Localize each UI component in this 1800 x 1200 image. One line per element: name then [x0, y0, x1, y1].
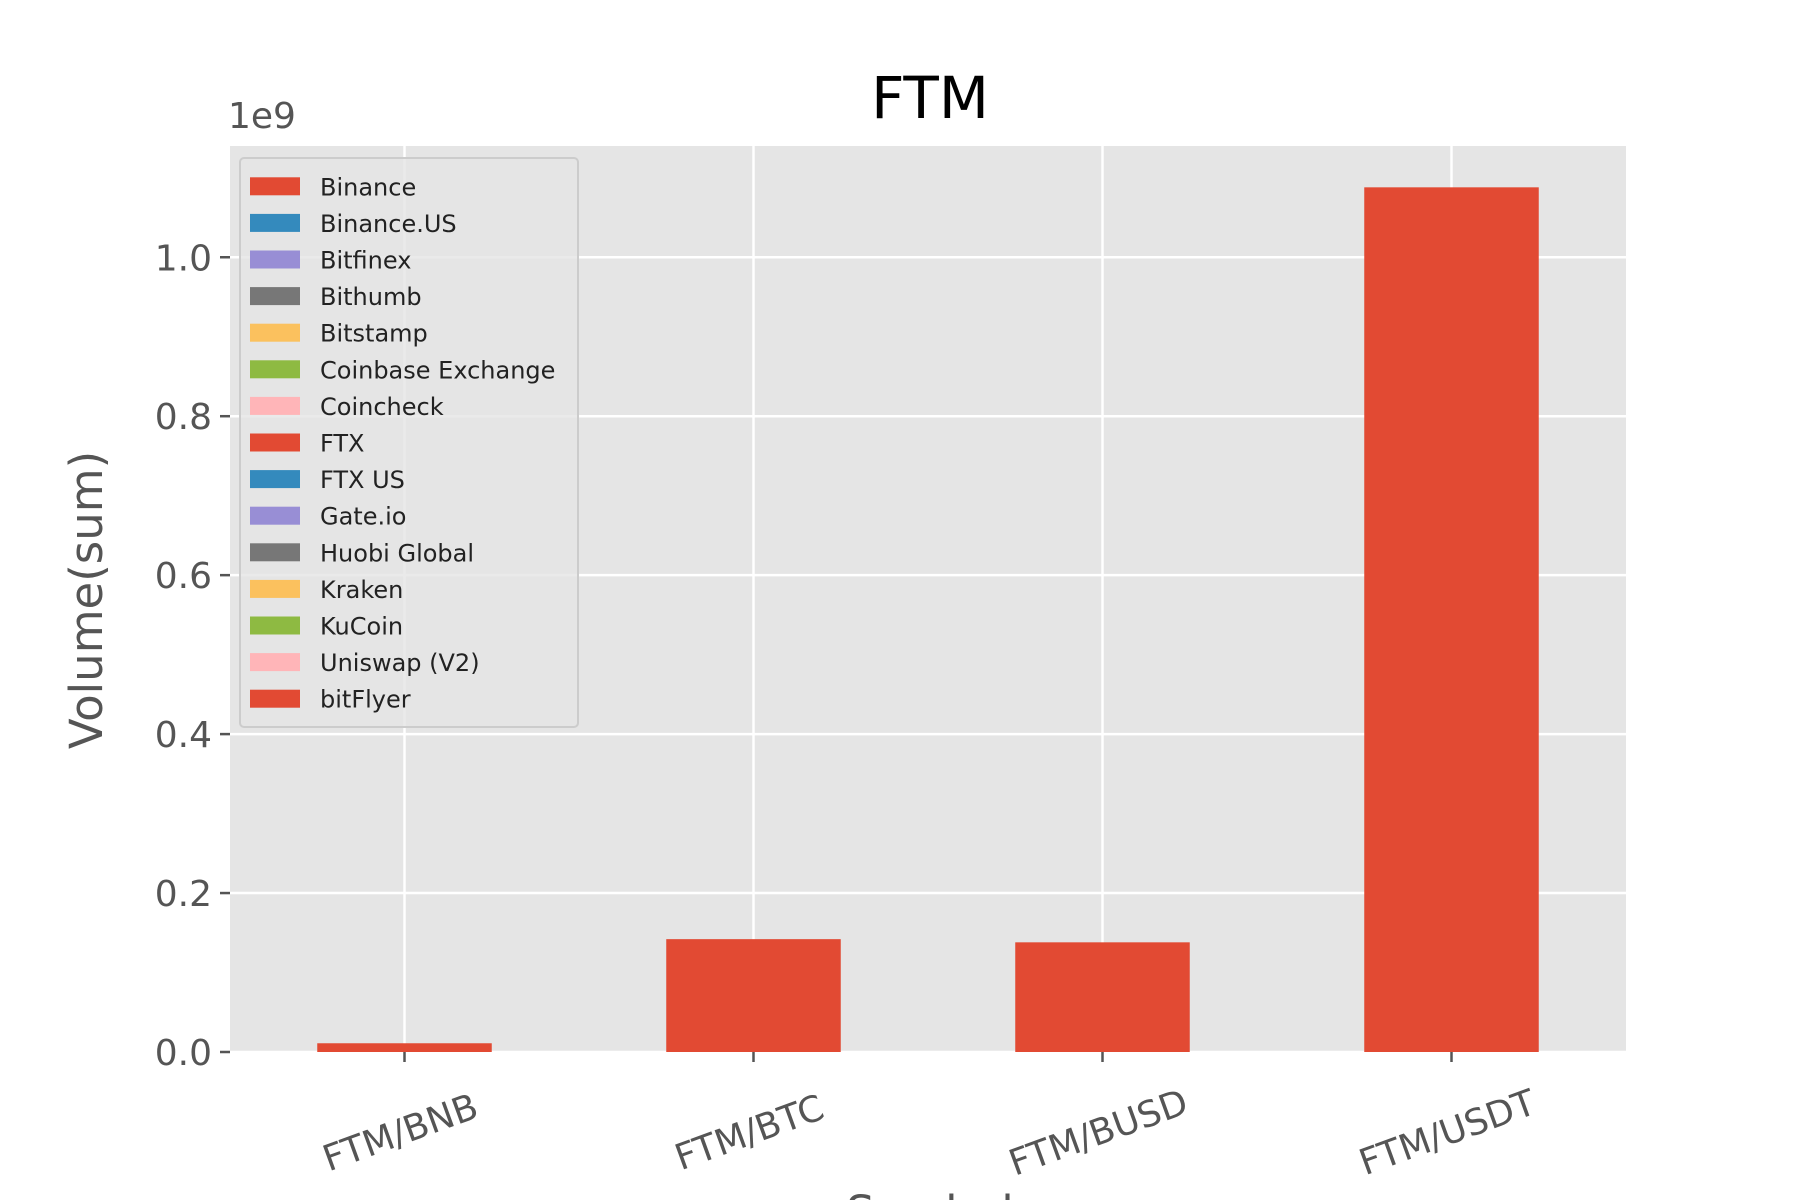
legend-label: Gate.io — [320, 503, 406, 531]
y-tick-label: 0.2 — [155, 874, 212, 915]
bar-binance-ftm-bnb — [317, 1043, 492, 1052]
y-axis-ticks: 0.0 0.2 0.4 0.6 0.8 1.0 — [155, 238, 230, 1074]
bar-binance-ftm-btc — [666, 939, 841, 1052]
legend-swatch — [250, 689, 300, 708]
legend-label: bitFlyer — [320, 686, 411, 714]
legend-swatch — [250, 579, 300, 598]
legend-label: Coinbase Exchange — [320, 356, 555, 384]
bar-binance-ftm-busd — [1015, 942, 1190, 1052]
legend-label: Bitstamp — [320, 320, 428, 348]
legend-swatch — [250, 360, 300, 379]
y-tick-label: 0.0 — [155, 1033, 212, 1074]
legend-swatch — [250, 653, 300, 672]
bars — [317, 187, 1539, 1053]
legend-swatch — [250, 470, 300, 489]
bar-binance-ftm-usdt — [1364, 187, 1539, 1053]
legend-label: Huobi Global — [320, 539, 474, 567]
x-axis-label: Symbol — [846, 1186, 1014, 1200]
legend-swatch — [250, 287, 300, 306]
legend-swatch — [250, 396, 300, 415]
legend-swatch — [250, 616, 300, 635]
legend-label: Uniswap (V2) — [320, 649, 480, 677]
legend-label: FTX US — [320, 466, 405, 494]
y-tick-label: 0.4 — [155, 715, 212, 756]
legend-swatch — [250, 506, 300, 525]
legend-swatch — [250, 433, 300, 452]
legend-label: Coincheck — [320, 393, 444, 421]
legend-swatch — [250, 213, 300, 232]
legend-label: Binance — [320, 173, 416, 201]
legend-label: Kraken — [320, 576, 403, 604]
legend: Binance Binance.US Bitfinex Bithumb Bitstamp… — [239, 157, 579, 728]
chart-title: FTM — [871, 64, 989, 132]
y-axis-label: Volume(sum) — [60, 451, 113, 749]
legend-label: Binance.US — [320, 210, 457, 238]
legend-label: FTX — [320, 430, 364, 458]
y-axis-offset-label: 1e9 — [228, 96, 296, 137]
legend-swatch — [250, 177, 300, 196]
legend-label: Bithumb — [320, 283, 422, 311]
legend-box — [239, 157, 579, 728]
y-tick-label: 0.6 — [155, 556, 212, 597]
y-tick-label: 1.0 — [155, 238, 212, 279]
legend-swatch — [250, 250, 300, 269]
legend-swatch — [250, 543, 300, 562]
legend-swatch — [250, 323, 300, 342]
legend-label: KuCoin — [320, 613, 403, 641]
y-tick-label: 0.8 — [155, 397, 212, 438]
legend-label: Bitfinex — [320, 247, 411, 275]
